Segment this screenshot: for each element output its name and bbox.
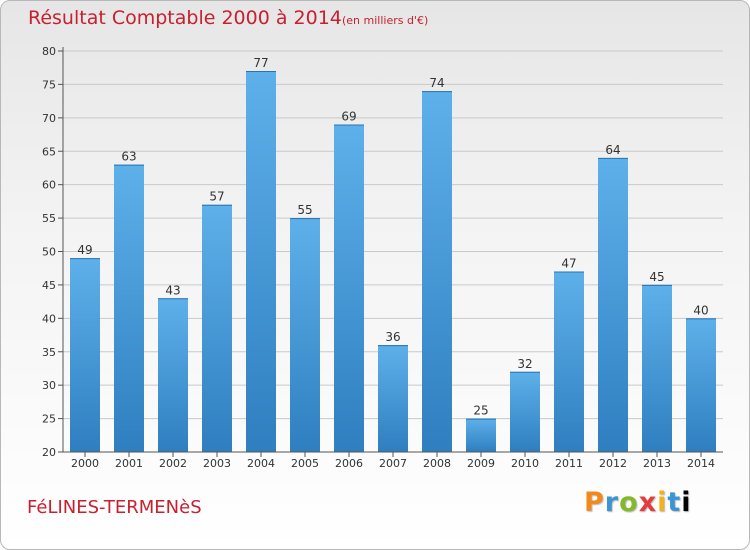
y-tick-label: 75 [42,78,56,91]
data-label-2010: 32 [517,357,532,371]
x-tick-label: 2011 [555,457,583,470]
bar-2009 [466,418,496,452]
bar-2008 [422,91,452,452]
bar-2006 [334,124,364,453]
x-tick-label: 2005 [291,457,319,470]
x-tick-label: 2008 [423,457,451,470]
x-tick-label: 2013 [643,457,671,470]
bar-2005 [290,218,320,452]
x-tick-label: 2006 [335,457,363,470]
y-tick-label: 40 [42,312,56,325]
data-label-2006: 69 [341,110,356,124]
bar-2003 [202,204,232,452]
data-label-2011: 47 [561,257,576,271]
y-tick-label: 35 [42,346,56,359]
x-tick-label: 2009 [467,457,495,470]
y-tick-label: 55 [42,212,56,225]
bar-2004 [246,71,276,453]
data-labels: 49 63 43 57 77 55 69 36 74 25 32 47 64 45 40 [77,56,708,418]
data-label-2000: 49 [77,243,92,257]
x-tick-label: 2001 [115,457,143,470]
bar-2010 [510,371,540,452]
chart-title: Résultat Comptable 2000 à 2014 [28,7,342,29]
y-tick-label: 65 [42,145,56,158]
bar-2011 [554,271,584,452]
y-tick-label: 70 [42,112,56,125]
bar-2012 [598,157,628,452]
data-label-2003: 57 [209,190,224,204]
data-label-2001: 63 [121,150,136,164]
x-tick-label: 2004 [247,457,275,470]
town-name: FéLINES-TERMENèS [27,497,202,518]
data-label-2008: 74 [429,76,444,90]
y-tick-label: 45 [42,279,56,292]
x-tick-label: 2007 [379,457,407,470]
x-tick-label: 2012 [599,457,627,470]
data-label-2013: 45 [649,270,664,284]
y-tick-label: 80 [42,45,56,58]
bar-2002 [158,298,188,452]
y-tick-label: 50 [42,246,56,259]
y-tick-label: 25 [42,413,56,426]
data-label-2002: 43 [165,283,180,297]
data-label-2012: 64 [605,143,620,157]
proxiti-logo: Proxiti [584,487,692,518]
bar-2001 [114,164,144,452]
bar-2000 [70,258,100,452]
y-tick-label: 20 [42,446,56,459]
data-label-2005: 55 [297,203,312,217]
data-label-2009: 25 [473,404,488,418]
y-tick-label: 30 [42,379,56,392]
x-tick-label: 2014 [687,457,715,470]
axes: 20 25 30 35 40 45 50 55 60 65 70 75 80 2000 2001 2002 20… [42,45,723,470]
data-label-2014: 40 [693,303,708,317]
y-tick-label: 60 [42,179,56,192]
bar-2013 [642,284,672,452]
bars [70,71,716,453]
bar-2014 [686,318,716,452]
x-tick-label: 2002 [159,457,187,470]
data-label-2007: 36 [385,330,400,344]
chart-subtitle: (en milliers d'€) [342,14,429,27]
x-tick-label: 2003 [203,457,231,470]
x-tick-label: 2010 [511,457,539,470]
data-label-2004: 77 [253,56,268,70]
x-tick-label: 2000 [71,457,99,470]
bar-2007 [378,345,408,452]
